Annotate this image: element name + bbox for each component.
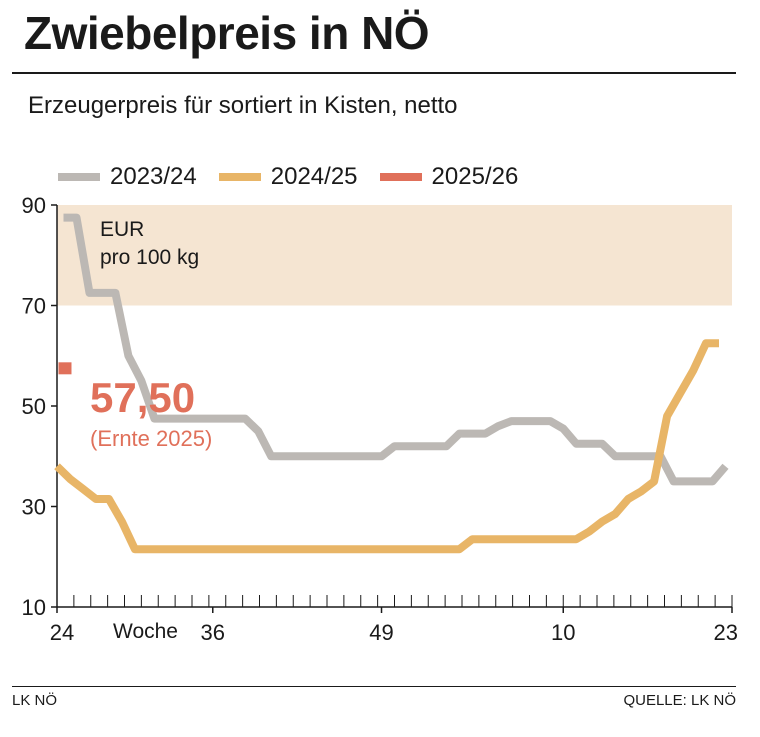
x-tick-label: 24 bbox=[50, 620, 74, 645]
footer-source-right: QUELLE: LK NÖ bbox=[623, 692, 736, 709]
footer-rule bbox=[12, 686, 736, 687]
legend: 2023/24 2024/25 2025/26 bbox=[58, 160, 540, 194]
x-tick-label: 36 bbox=[201, 620, 225, 645]
legend-swatch-2023 bbox=[58, 173, 100, 181]
legend-label-2023: 2023/24 bbox=[110, 163, 197, 190]
series-2025-26-mark bbox=[58, 362, 72, 375]
legend-label-2024: 2024/25 bbox=[270, 163, 358, 190]
y-tick-label: 50 bbox=[22, 394, 46, 419]
annotation-note: (Ernte 2025) bbox=[90, 426, 212, 451]
series-2023-24-line bbox=[63, 213, 729, 486]
x-tick-label: 23 bbox=[714, 620, 738, 645]
legend-swatch-2024 bbox=[218, 173, 261, 181]
x-axis-title: Woche bbox=[113, 620, 178, 643]
legend-swatch-2025 bbox=[379, 173, 422, 181]
x-tick-label: 10 bbox=[551, 620, 575, 645]
legend-label-2025: 2025/26 bbox=[431, 163, 519, 190]
chart-title: Zwiebelpreis in NÖ bbox=[24, 7, 430, 59]
legend-item-2023: 2023/24 bbox=[58, 163, 197, 191]
unit-label-currency: EUR bbox=[100, 218, 144, 241]
legend-item-2024: 2024/25 bbox=[218, 163, 358, 191]
footer-source-left: LK NÖ bbox=[12, 692, 58, 709]
series-2024-25-line bbox=[54, 339, 719, 554]
chart-subtitle: Erzeugerpreis für sortiert in Kisten, ne… bbox=[28, 92, 458, 119]
unit-label-weight: pro 100 kg bbox=[100, 246, 199, 269]
title-rule bbox=[12, 72, 736, 74]
y-tick-label: 10 bbox=[22, 595, 46, 620]
x-tick-label: 49 bbox=[369, 620, 393, 645]
y-tick-label: 90 bbox=[22, 193, 46, 218]
legend-item-2025: 2025/26 bbox=[379, 163, 519, 191]
y-tick-label: 30 bbox=[22, 495, 46, 520]
highlight-band bbox=[57, 205, 732, 306]
y-tick-label: 70 bbox=[22, 294, 46, 319]
annotation-value: 57,50 bbox=[90, 374, 195, 421]
